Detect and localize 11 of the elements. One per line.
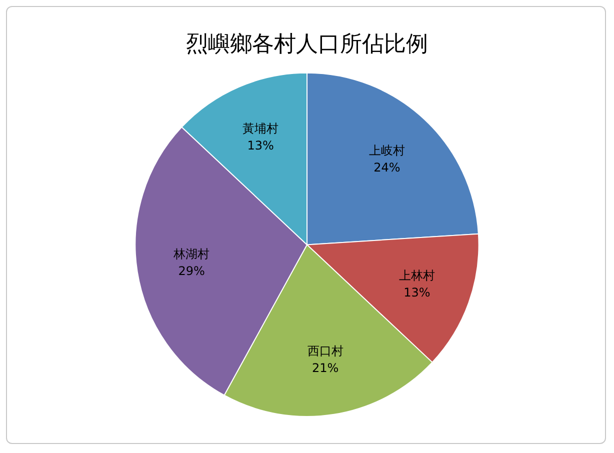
- data-label: 13%: [247, 138, 274, 153]
- data-label: 24%: [374, 160, 400, 175]
- data-label: 21%: [312, 361, 339, 376]
- data-label: 13%: [404, 285, 430, 300]
- slice-label: 西口村: [307, 344, 344, 358]
- chart-title: 烈嶼鄉各村人口所佔比例: [186, 32, 428, 57]
- slice-label: 上岐村: [368, 144, 405, 158]
- data-label: 29%: [178, 264, 205, 278]
- slice-label: 黃埔村: [242, 122, 279, 136]
- slice-label: 上林村: [398, 268, 435, 282]
- slice-label: 林湖村: [172, 247, 210, 262]
